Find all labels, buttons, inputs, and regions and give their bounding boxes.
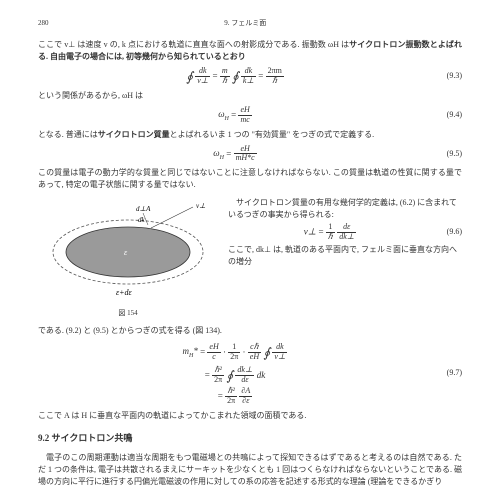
paragraph: である. (9.2) と (9.5) とからつぎの式を得る (図 134). [38,325,462,337]
figure-caption: 図 154 [38,308,218,319]
paragraph: ここで A は H に垂直な平面内の軌道によってかこまれた領域の面積である. [38,410,462,422]
paragraph: ここで v⊥ は速度 v の, k 点における軌道に直直な面への射影成分である.… [38,39,462,63]
figure-154: v⊥ d⊥A dk ε ε+dε [38,197,218,302]
side-text: サイクロトロン質量の有用な幾何学的定義は, (6.2) に含まれているつぎの事実… [218,197,462,268]
paragraph: という関係があるから, ωH は [38,90,462,102]
page-number: 280 [38,18,49,29]
equation-9-5: ωH = eHmH*c (9.5) [38,145,462,164]
svg-text:v⊥: v⊥ [196,202,206,210]
paragraph: となる. 普通にはサイクロトロン質量とよばれるいま 1 つの "有効質量" をつ… [38,129,462,141]
svg-text:ε+dε: ε+dε [116,288,133,297]
svg-text:dk: dk [138,216,146,224]
paragraph: 電子のこの周期運動は適当な周期をもつ電磁場との共鳴によって探知できるはずであると… [38,452,462,488]
svg-text:d⊥A: d⊥A [136,205,151,213]
equation-9-4: ωH = eHmc (9.4) [38,106,462,125]
paragraph: この質量は電子の動力学的な質量と同じではないことに注意しなければならない. この… [38,167,462,191]
chapter-title: 9. フェルミ面 [224,18,266,29]
equation-block: mH* = eHc · 12π · cℏeH ∮ dkv⊥ = ℏ²2π ∮ d… [38,341,462,406]
section-title: 9.2 サイクロトロン共鳴 [38,432,462,446]
equation-9-3: ∮ dkv⊥ = mℏ ∮ dkk⊥ = 2πmℏ (9.3) [38,67,462,87]
